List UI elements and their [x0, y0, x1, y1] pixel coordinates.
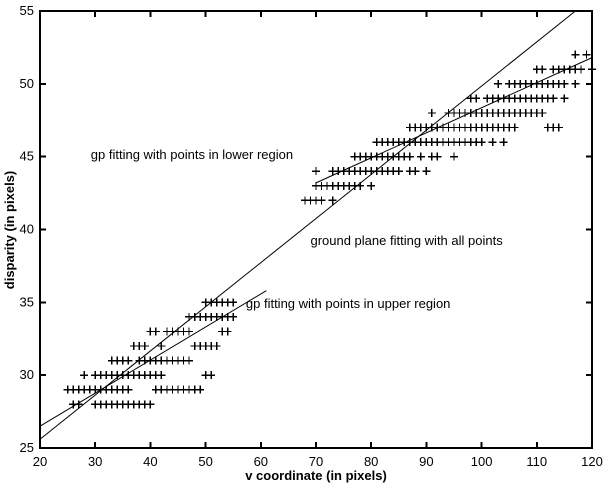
- plus-markers-row-d31: [107, 356, 193, 365]
- plus-markers-row-d45: [350, 152, 458, 161]
- x-tick-label: 20: [33, 454, 47, 469]
- gp-fit-lower-region-line: [315, 57, 593, 184]
- plus-markers-row-d35: [201, 298, 238, 307]
- ground-plane-fit-all-line: [39, 10, 576, 440]
- x-tick-label: 70: [309, 454, 323, 469]
- plus-markers-row-d33: [146, 327, 232, 336]
- y-tick-label: 55: [20, 3, 34, 18]
- x-tick-label: 40: [143, 454, 157, 469]
- plus-markers-row-d30: [80, 371, 216, 380]
- plus-markers-row-d46: [372, 138, 508, 147]
- x-tick-label: 100: [471, 454, 493, 469]
- plus-markers-row-d42: [301, 196, 337, 205]
- axes-layer: 20 30 40 50 60 70 80 90 100 110 120 25 30 35 40 45 50 55: [20, 3, 603, 469]
- data-markers-layer: [63, 50, 596, 409]
- x-tick-label: 50: [198, 454, 212, 469]
- plus-markers-row-d50: [494, 79, 580, 88]
- annotation-1: gp fitting with points in lower region: [91, 147, 293, 162]
- x-tick-label: 120: [581, 454, 603, 469]
- y-tick-label: 40: [20, 222, 34, 237]
- plus-markers-row-d44: [312, 167, 431, 176]
- gp-fit-upper-region-line: [39, 290, 267, 427]
- y-tick-label: 35: [20, 294, 34, 309]
- plus-markers-row-d43: [312, 181, 376, 190]
- plus-markers-row-d32: [129, 342, 221, 350]
- y-tick-label: 25: [20, 440, 34, 455]
- plus-markers-row-d34: [185, 312, 238, 321]
- plus-markers-row-d28: [69, 400, 155, 409]
- x-axis-label: v coordinate (in pixels): [245, 468, 387, 483]
- annotation-3: gp fitting with points in upper region: [246, 296, 451, 311]
- y-tick-label: 30: [20, 367, 34, 382]
- plus-markers-row-d29: [63, 385, 205, 394]
- plus-markers-row-d52: [571, 50, 591, 59]
- y-tick-label: 50: [20, 76, 34, 91]
- annotation-2: ground plane fitting with all points: [310, 233, 503, 248]
- y-tick-label: 45: [20, 149, 34, 164]
- x-tick-label: 30: [88, 454, 102, 469]
- x-tick-label: 110: [526, 454, 547, 469]
- fit-lines-layer: [39, 10, 593, 440]
- x-tick-label: 90: [419, 454, 433, 469]
- plus-markers-row-d47: [405, 123, 563, 132]
- plot-border: [39, 10, 593, 449]
- x-tick-label: 60: [254, 454, 268, 469]
- y-axis-label: disparity (in pixels): [2, 171, 17, 289]
- x-tick-label: 80: [364, 454, 378, 469]
- plus-markers-row-d49: [466, 94, 569, 103]
- plus-markers-row-d48: [427, 109, 547, 117]
- plus-markers-row-d51: [532, 65, 596, 74]
- annotations-layer: gp fitting with points in lower region gr…: [91, 147, 503, 311]
